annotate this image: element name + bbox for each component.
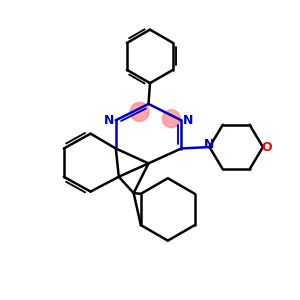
Text: N: N: [104, 114, 115, 127]
Circle shape: [130, 102, 149, 122]
Text: N: N: [183, 114, 193, 127]
Circle shape: [163, 110, 180, 128]
Text: O: O: [261, 140, 272, 154]
Text: N: N: [204, 138, 214, 151]
